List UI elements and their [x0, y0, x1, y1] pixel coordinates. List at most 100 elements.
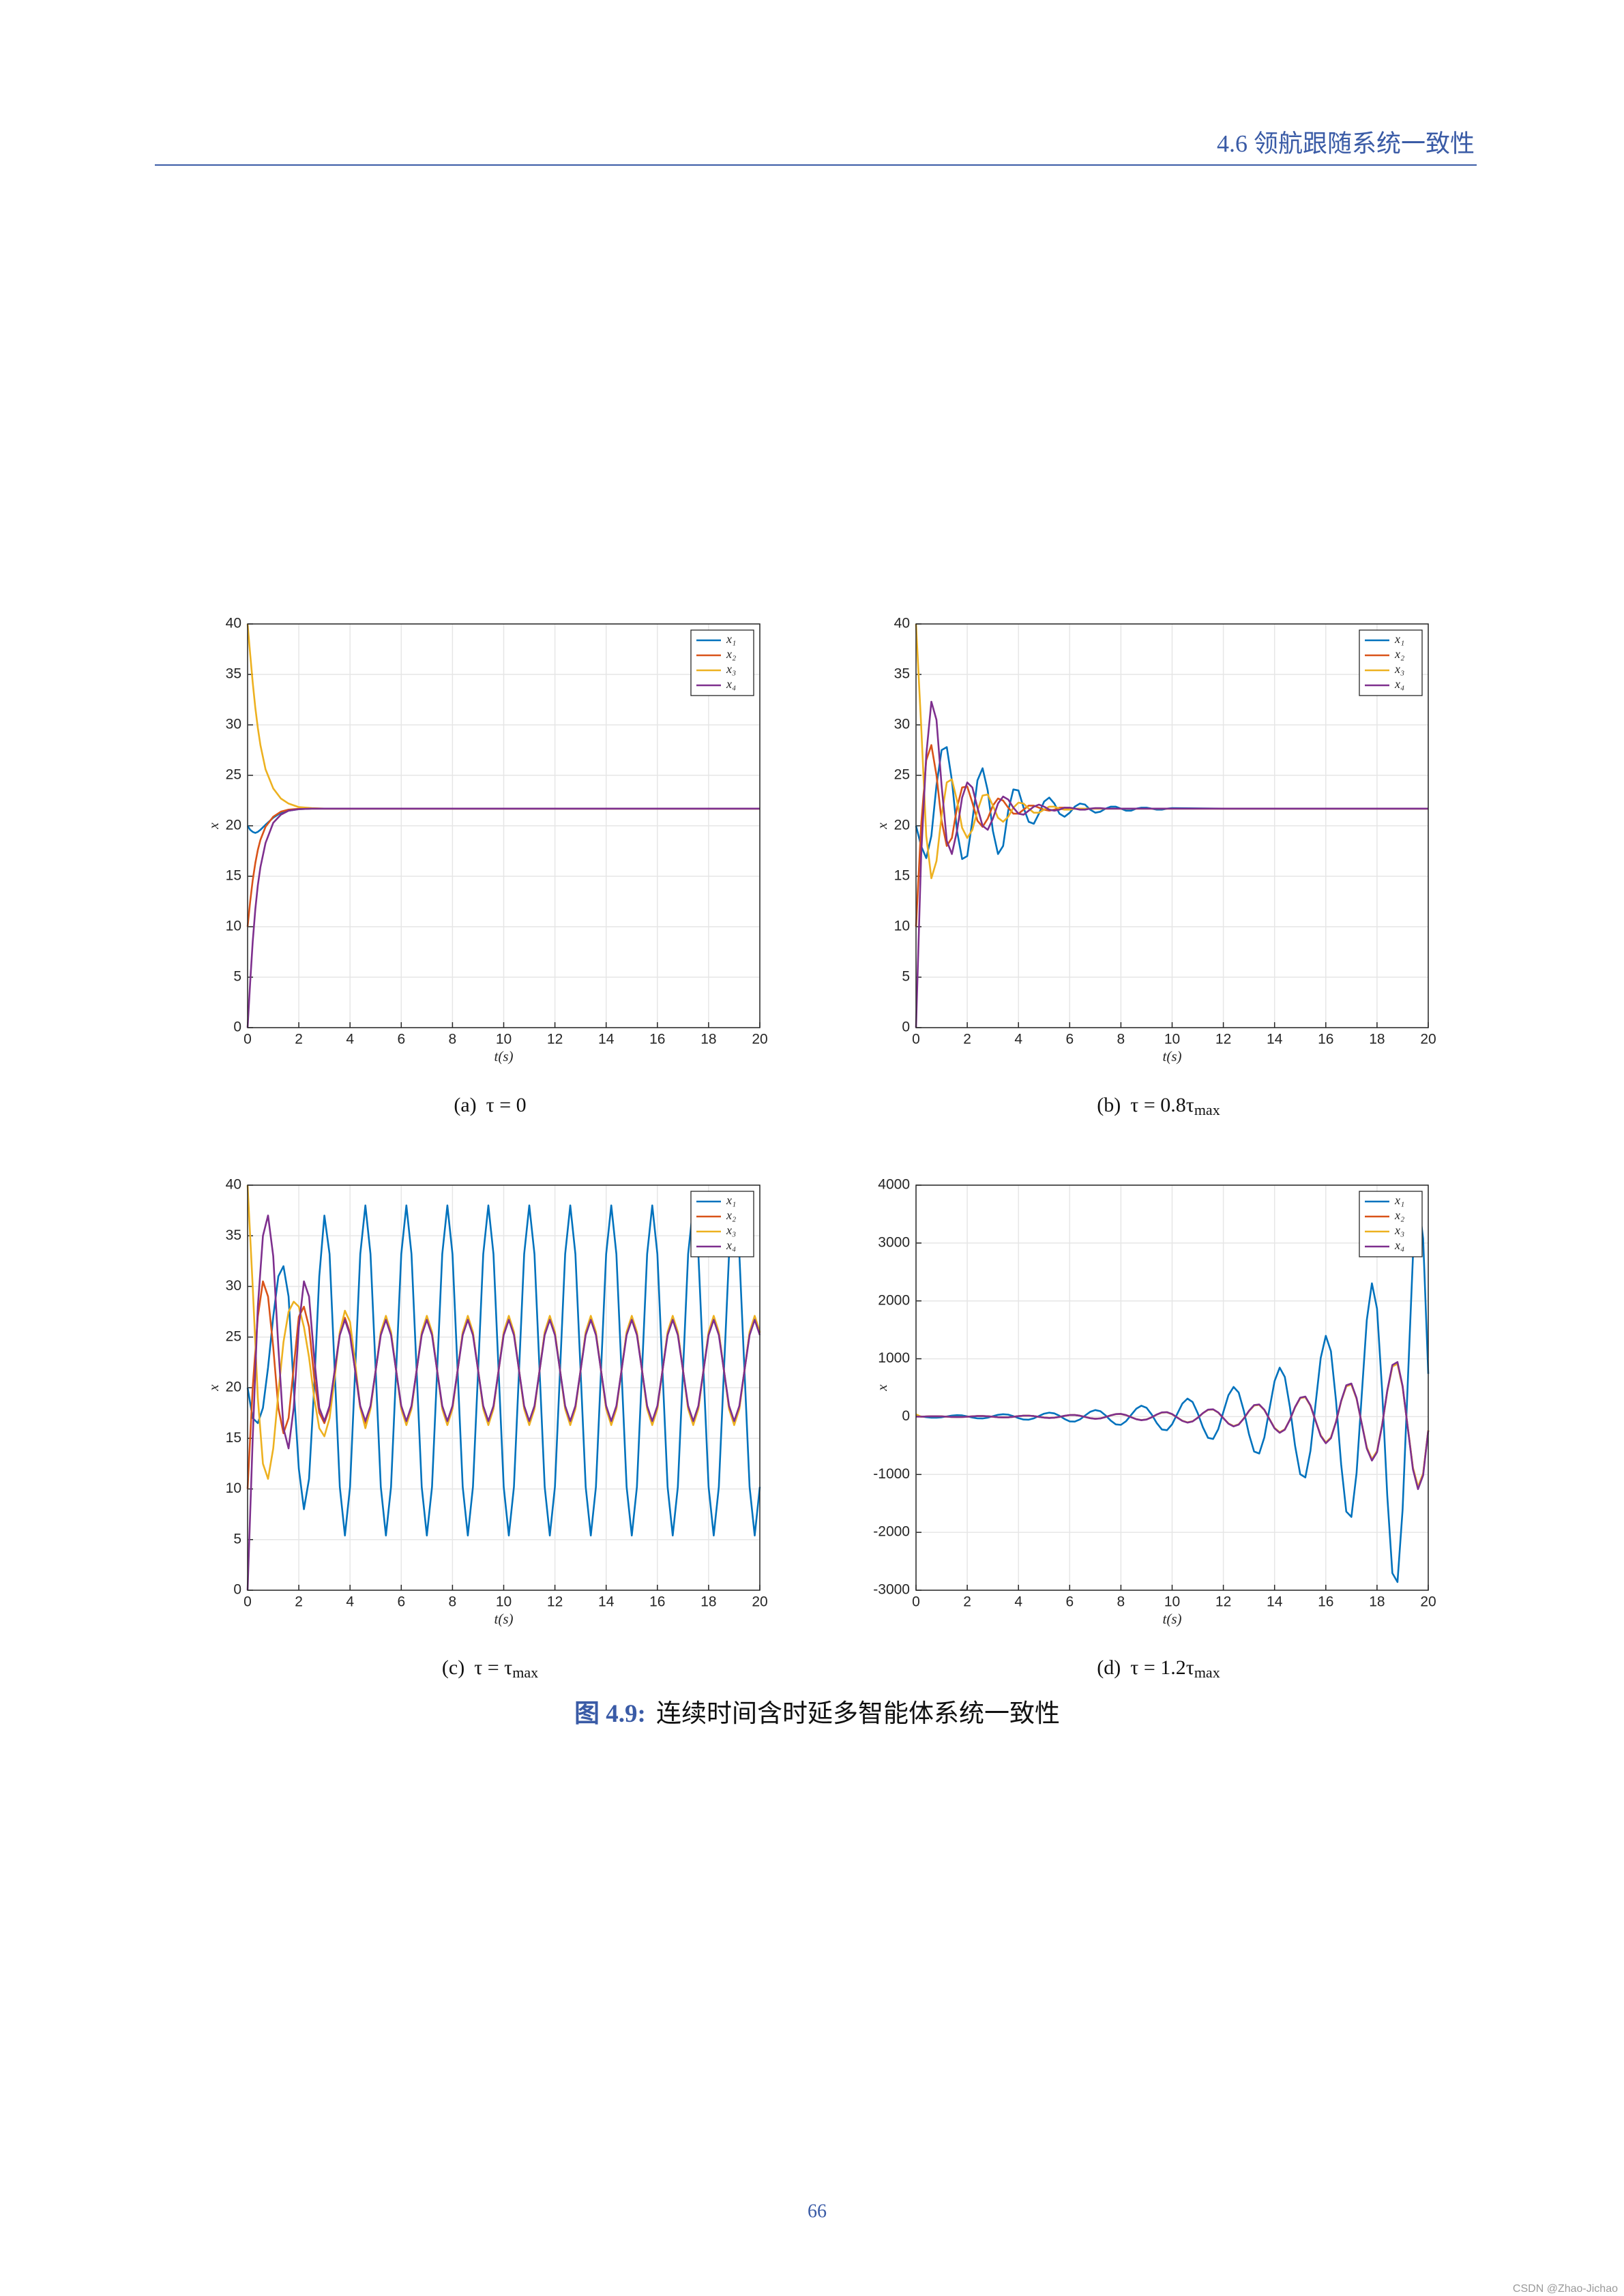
x-tick-label: 12 — [547, 1032, 563, 1047]
x-tick-label: 18 — [1369, 1032, 1385, 1047]
x-tick-label: 18 — [700, 1594, 716, 1610]
legend-label: x₁ — [726, 1193, 736, 1207]
y-tick-label: 2000 — [878, 1292, 910, 1308]
series-line — [915, 1361, 1430, 1491]
x-tick-label: 18 — [700, 1032, 716, 1047]
x-tick-label: 4 — [1014, 1594, 1022, 1610]
y-tick-label: -1000 — [873, 1466, 910, 1482]
x-tick-label: 20 — [752, 1032, 767, 1047]
subfigure-caption: (b) τ = 0.8τmax — [1097, 1094, 1220, 1118]
series-line — [246, 1184, 761, 1480]
x-tick-label: 20 — [752, 1594, 767, 1610]
series-line — [915, 1195, 1430, 1583]
caption-subscript: max — [1194, 1101, 1220, 1118]
legend-label: x₂ — [726, 1208, 736, 1222]
y-tick-label: 35 — [226, 1227, 241, 1243]
x-tick-label: 12 — [1215, 1032, 1231, 1047]
x-tick-label: 6 — [397, 1594, 405, 1610]
y-tick-label: 5 — [233, 969, 241, 985]
y-tick-label: 25 — [894, 767, 910, 783]
y-tick-label: 0 — [902, 1408, 910, 1424]
x-tick-label: 10 — [1164, 1594, 1180, 1610]
x-axis-label: t(s) — [1163, 1611, 1182, 1627]
x-tick-label: 8 — [449, 1032, 457, 1047]
caption-label: (c) — [442, 1656, 464, 1679]
x-tick-label: 0 — [243, 1032, 252, 1047]
x-tick-label: 14 — [598, 1594, 615, 1610]
x-tick-label: 18 — [1369, 1594, 1385, 1610]
legend-label: x₂ — [726, 647, 736, 661]
x-tick-label: 6 — [397, 1032, 405, 1047]
watermark: CSDN @Zhao-Jichao — [1513, 2283, 1618, 2295]
chart: 0 5 10 15 20 25 30 35 40 0 2 4 6 8 10 12 14 16 18 20 t(s) x x₁… — [205, 616, 768, 1116]
subfigure-caption: (d) τ = 1.2τmax — [1097, 1656, 1220, 1681]
y-axis-label: x — [205, 1384, 222, 1392]
y-tick-label: 30 — [226, 717, 241, 732]
x-tick-label: 20 — [1420, 1032, 1436, 1047]
x-tick-label: 8 — [449, 1594, 457, 1610]
caption-formula: τ = 0.8τ — [1130, 1094, 1194, 1116]
axes-frame — [247, 1184, 761, 1591]
legend-label: x₁ — [726, 632, 736, 646]
caption-formula: τ = 1.2τ — [1130, 1656, 1194, 1679]
caption-label: (a) — [454, 1094, 476, 1116]
y-tick-label: 10 — [894, 919, 910, 934]
x-tick-label: 2 — [295, 1032, 303, 1047]
x-tick-label: 16 — [1318, 1032, 1333, 1047]
x-tick-label: 8 — [1117, 1032, 1125, 1047]
legend-label: x₃ — [1394, 1223, 1404, 1237]
y-tick-label: 4000 — [878, 1177, 910, 1193]
x-tick-label: 4 — [346, 1032, 354, 1047]
x-tick-label: 2 — [963, 1032, 971, 1047]
x-axis-label: t(s) — [494, 1611, 514, 1627]
y-tick-label: 20 — [226, 818, 241, 833]
series-line — [246, 1214, 761, 1591]
x-tick-label: 10 — [1164, 1032, 1180, 1047]
caption-label: (d) — [1097, 1656, 1121, 1679]
y-tick-label: -2000 — [873, 1524, 910, 1540]
subfigure-caption: (a) τ = 0 — [454, 1094, 526, 1116]
legend-label: x₄ — [726, 677, 736, 691]
x-tick-label: 0 — [912, 1032, 920, 1047]
legend-label: x₄ — [1394, 1238, 1404, 1252]
y-tick-label: 3000 — [878, 1234, 910, 1250]
caption-formula: τ = 0 — [486, 1094, 527, 1116]
x-tick-label: 6 — [1065, 1032, 1074, 1047]
y-axis-label: x — [205, 822, 222, 830]
caption-subscript: max — [1194, 1664, 1220, 1681]
figure-label: 图 4.9: — [574, 1700, 646, 1728]
y-tick-label: 5 — [902, 969, 910, 985]
y-tick-label: 30 — [226, 1278, 241, 1294]
caption-label: (b) — [1097, 1094, 1121, 1116]
y-tick-label: 0 — [902, 1019, 910, 1035]
y-axis-label: x — [874, 822, 890, 830]
y-tick-label: 40 — [894, 616, 910, 631]
legend-label: x₄ — [1394, 677, 1404, 691]
x-tick-label: 8 — [1117, 1594, 1125, 1610]
y-tick-label: 15 — [894, 868, 910, 884]
x-tick-label: 2 — [963, 1594, 971, 1610]
caption-formula: τ = τ — [474, 1656, 512, 1679]
x-tick-label: 2 — [295, 1594, 303, 1610]
chart: -3000 -2000 -1000 0 1000 2000 3000 4000 0 2 4 6 8 10 1… — [873, 1177, 1436, 1682]
y-tick-label: 35 — [894, 666, 910, 682]
axes-frame — [915, 1184, 1429, 1591]
x-tick-label: 14 — [1267, 1594, 1283, 1610]
y-tick-label: 25 — [226, 1328, 241, 1344]
y-tick-label: 25 — [226, 767, 241, 783]
series-line — [246, 807, 760, 1028]
x-tick-label: 16 — [649, 1594, 665, 1610]
legend-label: x₃ — [1394, 662, 1404, 676]
y-tick-label: 1000 — [878, 1350, 910, 1366]
x-tick-label: 12 — [1215, 1594, 1231, 1610]
x-tick-label: 12 — [547, 1594, 563, 1610]
x-tick-label: 0 — [243, 1594, 252, 1610]
y-tick-label: 20 — [226, 1380, 241, 1395]
y-tick-label: 10 — [226, 1480, 241, 1496]
page-number: 66 — [808, 2201, 827, 2222]
figure-caption: 图 4.9: 连续时间含时延多智能体系统一致性 — [574, 1699, 1060, 1728]
chart: 0 5 10 15 20 25 30 35 40 0 2 4 6 8 10 12 14 16 18 20 t(s) x x₁… — [874, 616, 1436, 1119]
x-tick-label: 10 — [496, 1594, 512, 1610]
y-tick-label: 15 — [226, 868, 241, 884]
